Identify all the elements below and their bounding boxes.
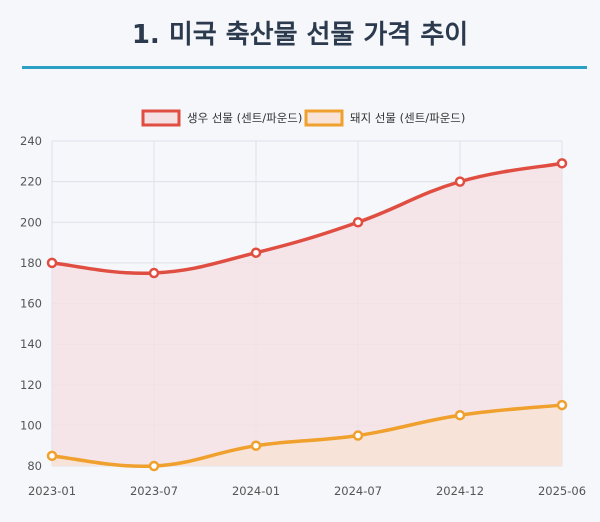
series-2-line xyxy=(51,403,563,469)
series-2-point[interactable] xyxy=(250,440,262,451)
series-1-point[interactable] xyxy=(250,247,262,258)
y-tick-label: 220 xyxy=(20,175,42,189)
x-tick-label: 2024-07 xyxy=(334,484,382,498)
legend-swatch[interactable] xyxy=(141,109,181,127)
series-2-point[interactable] xyxy=(556,399,568,411)
series-1-point[interactable] xyxy=(46,257,58,269)
y-tick-label: 160 xyxy=(20,297,42,311)
y-tick-label: 180 xyxy=(20,256,42,270)
series-1-area xyxy=(52,163,562,466)
x-tick-label: 2025-06 xyxy=(538,484,586,498)
series-2-point[interactable] xyxy=(148,460,160,472)
series-1-point[interactable] xyxy=(148,267,160,279)
series-2-point[interactable] xyxy=(352,430,364,441)
y-axis-ticks: 80 100 120 140 160 180 200 220 240 xyxy=(20,134,42,473)
x-axis-ticks: 2023-01 2023-07 2024-01 2024-07 2024-12 2025-… xyxy=(28,484,586,498)
y-tick-label: 200 xyxy=(20,215,42,229)
area-fills xyxy=(52,163,562,467)
chart-title: 1. 미국 축산물 선물 가격 추이 xyxy=(131,20,469,50)
x-tick-label: 2024-12 xyxy=(436,484,484,498)
series-1-point[interactable] xyxy=(352,217,364,228)
y-tick-label: 140 xyxy=(20,337,42,351)
legend-swatch[interactable] xyxy=(304,109,344,127)
series-2-point[interactable] xyxy=(454,409,466,421)
legend-label[interactable]: 생우 선물 (센트/파운드) xyxy=(187,111,302,125)
x-tick-label: 2024-01 xyxy=(232,484,280,498)
legend: 생우 선물 (센트/파운드) 돼지 선물 (센트/파운드) xyxy=(141,109,465,127)
series-2-point[interactable] xyxy=(46,450,58,462)
y-tick-label: 80 xyxy=(27,459,42,473)
legend-label[interactable]: 돼지 선물 (센트/파운드) xyxy=(350,111,465,125)
series-1-line xyxy=(51,161,563,276)
series-lines xyxy=(51,161,563,469)
x-tick-label: 2023-01 xyxy=(28,484,76,498)
y-tick-label: 240 xyxy=(20,134,42,148)
y-tick-label: 100 xyxy=(20,418,42,432)
series-1-point[interactable] xyxy=(454,176,466,187)
title-divider xyxy=(22,66,587,69)
x-tick-label: 2023-07 xyxy=(130,484,178,498)
data-points xyxy=(46,158,568,472)
series-1-point[interactable] xyxy=(556,158,568,169)
y-tick-label: 120 xyxy=(20,378,42,392)
